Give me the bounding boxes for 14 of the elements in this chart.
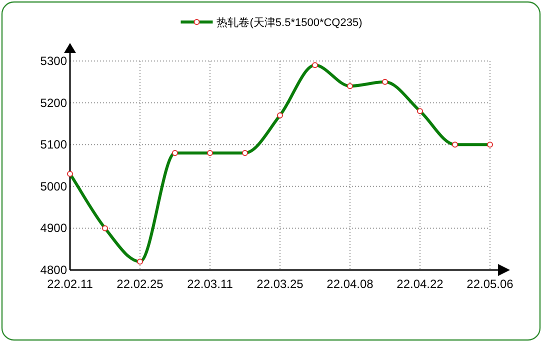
y-tick-label: 5100 xyxy=(40,138,68,152)
y-tick-label: 4800 xyxy=(40,263,68,277)
x-tick-label: 22.04.08 xyxy=(326,277,374,291)
legend-label: 热轧卷(天津5.5*1500*CQ235) xyxy=(216,16,362,29)
y-tick-label: 5000 xyxy=(40,179,68,194)
x-tick-label: 22.02.11 xyxy=(47,277,94,291)
x-tick-label: 22.03.25 xyxy=(256,277,304,291)
y-tick-label: 4900 xyxy=(40,221,68,236)
x-tick-label: 22.05.06 xyxy=(466,277,514,291)
x-tick-label: 22.04.22 xyxy=(396,277,444,291)
x-tick-label: 22.03.11 xyxy=(187,277,234,291)
y-tick-label: 5200 xyxy=(40,96,68,110)
y-tick-label: 5300 xyxy=(40,54,68,68)
x-tick-label: 22.02.25 xyxy=(116,277,164,291)
